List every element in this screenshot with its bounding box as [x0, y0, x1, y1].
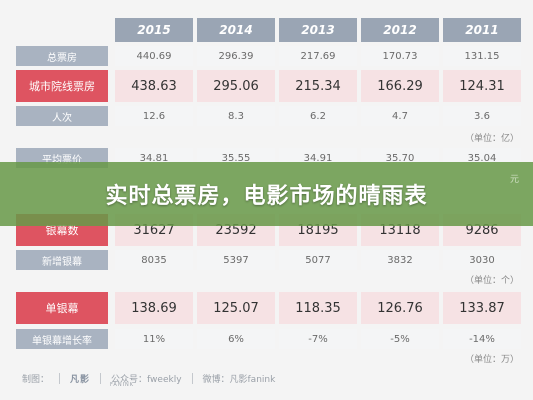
table-cell: 118.35	[279, 292, 357, 324]
unit-note: （单位：万）	[464, 355, 519, 365]
divider	[100, 372, 102, 384]
unit-note: （单位：亿）	[464, 134, 519, 144]
table-cell: 8.3	[197, 106, 275, 126]
table-cell: 3030	[443, 250, 521, 270]
made-by-label: 制图：	[22, 374, 50, 385]
table-cell: 166.29	[361, 70, 439, 102]
table-cell: 6%	[197, 329, 275, 349]
row-label: 城市院线票房	[16, 70, 108, 102]
table-cell: 5397	[197, 250, 275, 270]
table-cell: 3.6	[443, 106, 521, 126]
table-cell: 138.69	[115, 292, 193, 324]
row-label: 总票房	[16, 46, 108, 66]
table-cell: 8035	[115, 250, 193, 270]
row-label: 单银幕增长率	[16, 329, 108, 349]
row-per-screen-growth: 单银幕增长率 11% 6% -7% -5% -14%	[16, 329, 521, 349]
row-label: 人次	[16, 106, 108, 126]
title-banner: 实时总票房，电影市场的晴雨表	[0, 162, 533, 226]
year-2013: 2013	[279, 18, 357, 42]
year-header: 2015 2014 2013 2012 2011	[115, 18, 521, 42]
row-attendance: 人次 12.6 8.3 6.2 4.7 3.6	[16, 106, 521, 126]
row-screens: 银幕数 31627 23592 18195 13118 9286	[16, 214, 521, 246]
table-cell: 11%	[115, 329, 193, 349]
table-cell: 440.69	[115, 46, 193, 66]
table-cell: 296.39	[197, 46, 275, 66]
table-cell: 126.76	[361, 292, 439, 324]
table-cell: -14%	[443, 329, 521, 349]
table-cell: 3832	[361, 250, 439, 270]
table-cell: 124.31	[443, 70, 521, 102]
row-city-box-office: 城市院线票房 438.63 295.06 215.34 166.29 124.3…	[16, 70, 521, 102]
table-cell: 125.07	[197, 292, 275, 324]
brand-text: FANINK	[110, 382, 135, 388]
row-label: 单银幕	[16, 292, 108, 324]
table-cell: 217.69	[279, 46, 357, 66]
table-cell: -5%	[361, 329, 439, 349]
table-cell: 215.34	[279, 70, 357, 102]
table-cell: 12.6	[115, 106, 193, 126]
table-cell: 6.2	[279, 106, 357, 126]
table-cell: -7%	[279, 329, 357, 349]
divider	[59, 372, 61, 384]
table-cell: 4.7	[361, 106, 439, 126]
year-2011: 2011	[443, 18, 521, 42]
row-new-screens: 新增银幕 8035 5397 5077 3832 3030	[16, 250, 521, 270]
year-2012: 2012	[361, 18, 439, 42]
table-cell: 170.73	[361, 46, 439, 66]
weibo-account: 微博：凡影fanink	[202, 374, 276, 385]
unit-note: （单位：个）	[464, 276, 519, 286]
table-cell: 131.15	[443, 46, 521, 66]
divider	[191, 372, 193, 384]
footer: 制图： 凡影 FANINK 公众号：fweekly 微博：凡影fanink	[22, 371, 522, 388]
year-2015: 2015	[115, 18, 193, 42]
fanink-logo: 凡影	[70, 374, 91, 385]
public-account: 公众号：fweekly	[111, 374, 182, 385]
unit-note: 元	[509, 175, 519, 185]
row-total-box-office: 总票房 440.69 296.39 217.69 170.73 131.15	[16, 46, 521, 66]
table-cell: 438.63	[115, 70, 193, 102]
year-2014: 2014	[197, 18, 275, 42]
table-cell: 133.87	[443, 292, 521, 324]
table-cell: 5077	[279, 250, 357, 270]
row-label: 新增银幕	[16, 250, 108, 270]
row-per-screen: 单银幕 138.69 125.07 118.35 126.76 133.87	[16, 292, 521, 324]
table-cell: 295.06	[197, 70, 275, 102]
banner-title: 实时总票房，电影市场的晴雨表	[105, 184, 428, 209]
